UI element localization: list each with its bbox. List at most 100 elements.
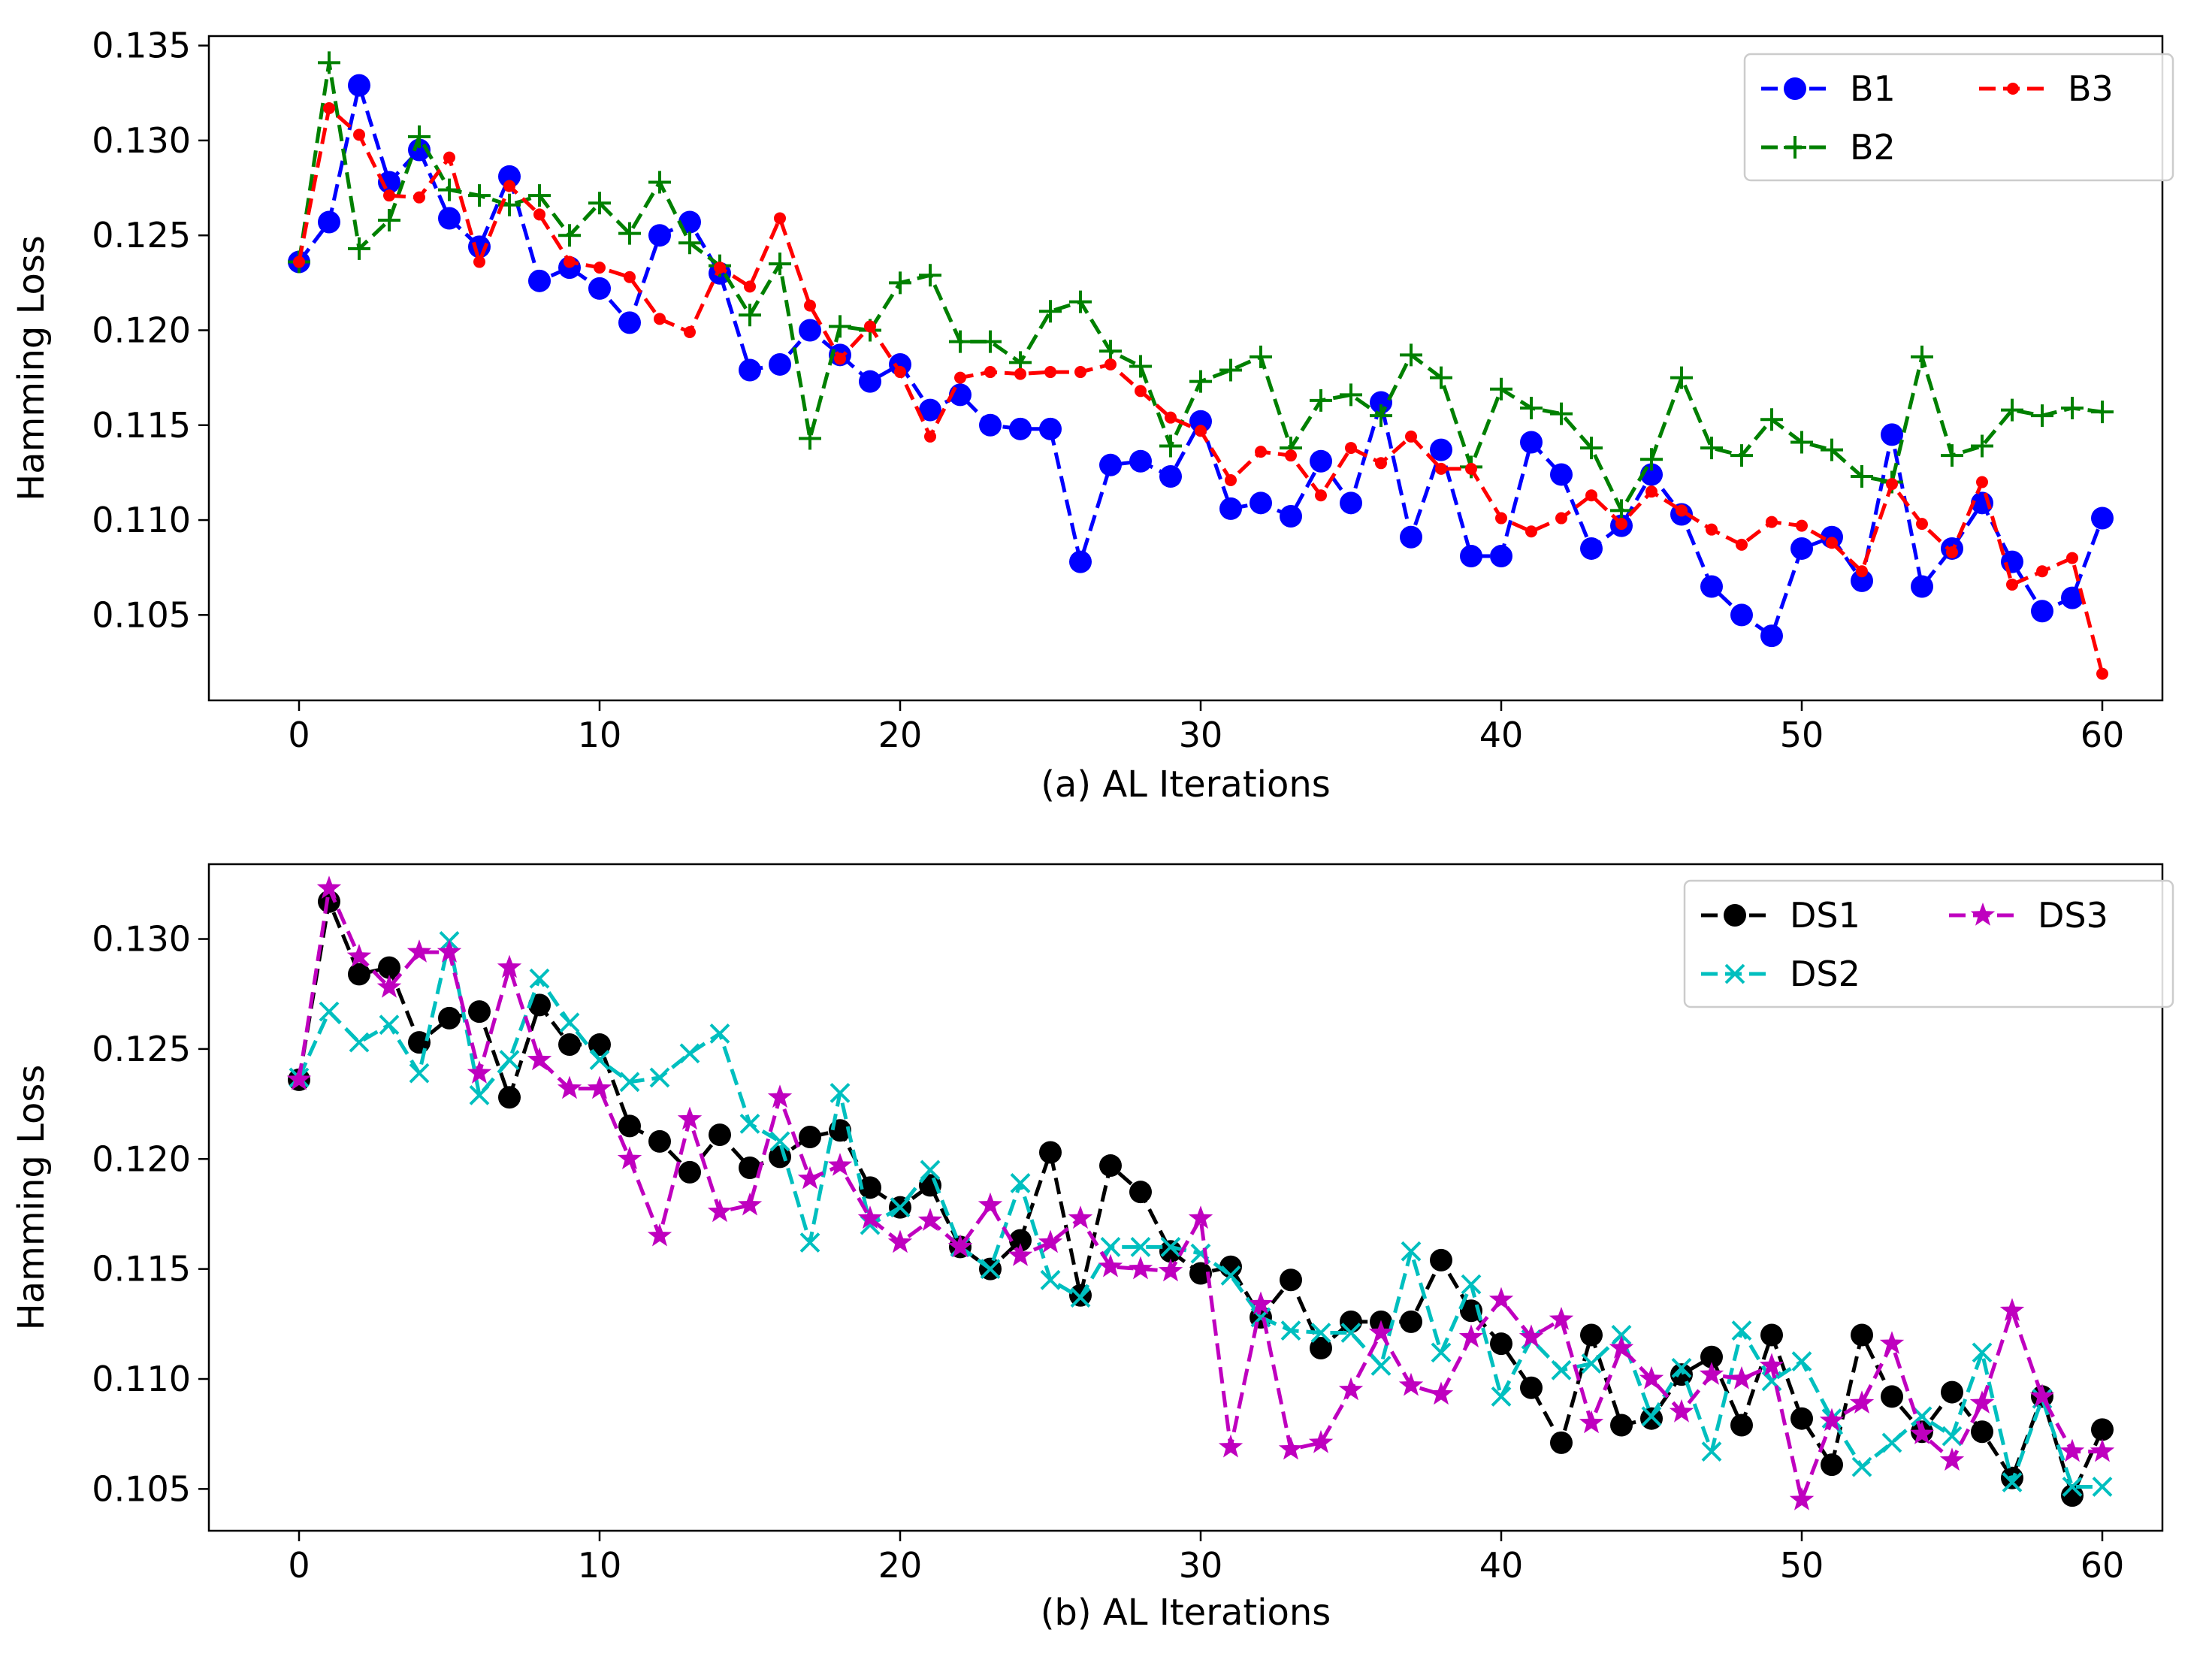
data-point — [1375, 457, 1387, 470]
data-point — [1014, 367, 1026, 380]
data-point — [1219, 497, 1242, 520]
plot-area — [286, 875, 2115, 1510]
data-point — [1010, 1173, 1031, 1193]
x-tick-label: 0 — [288, 1545, 310, 1586]
data-point — [797, 1166, 823, 1190]
x-tick-label: 10 — [578, 715, 622, 755]
data-point — [1851, 569, 1873, 592]
data-point — [1550, 402, 1573, 425]
data-point — [1999, 1298, 2025, 1321]
data-point — [1009, 417, 1032, 440]
data-point — [527, 1047, 552, 1071]
data-point — [1104, 358, 1117, 370]
data-point — [1730, 603, 1753, 627]
data-point — [744, 280, 756, 293]
data-point — [2090, 1438, 2115, 1462]
data-point — [917, 1208, 943, 1231]
data-point — [887, 1229, 913, 1253]
data-point — [1766, 516, 1778, 528]
series-b3 — [293, 101, 2108, 680]
data-point — [594, 262, 606, 274]
legend-label: B3 — [2068, 68, 2114, 109]
data-point — [2066, 552, 2078, 564]
data-point — [1044, 366, 1056, 379]
data-point — [834, 352, 846, 365]
legend-entry-ds2: DS2 — [1701, 954, 1860, 994]
data-point — [1159, 1240, 1182, 1263]
data-point — [468, 1000, 491, 1024]
data-point — [346, 944, 372, 967]
data-point — [1821, 1453, 1843, 1477]
data-point — [528, 184, 551, 207]
data-point — [859, 1176, 881, 1199]
data-point — [1826, 537, 1838, 549]
data-point — [1789, 1487, 1815, 1510]
data-point — [1549, 1307, 1574, 1330]
data-point — [979, 330, 1002, 353]
data-point — [648, 224, 671, 247]
legend-box — [1683, 879, 2174, 1008]
data-point — [618, 1114, 641, 1138]
legend-label: DS1 — [1790, 895, 1860, 936]
data-point — [1490, 377, 1512, 401]
data-point — [2059, 1438, 2085, 1462]
data-point — [1760, 624, 1783, 648]
data-point — [1310, 1337, 1332, 1360]
data-point — [1819, 1408, 1845, 1432]
data-point — [1791, 1351, 1812, 1372]
data-point — [799, 1125, 821, 1148]
data-point — [709, 1023, 730, 1044]
legend-marker — [1784, 77, 1806, 100]
data-point — [1581, 1353, 1602, 1374]
legend-label: B1 — [1850, 68, 1896, 109]
data-point — [2061, 397, 2084, 420]
data-point — [1579, 1410, 1604, 1434]
data-point — [890, 1197, 911, 1218]
data-point — [467, 1060, 492, 1084]
data-point — [1760, 408, 1783, 431]
data-point — [2031, 404, 2053, 428]
data-point — [619, 1072, 640, 1093]
data-point — [353, 129, 365, 141]
data-point — [1099, 453, 1122, 476]
x-tick-label: 60 — [2081, 1545, 2125, 1586]
data-point — [498, 165, 521, 188]
data-point — [2061, 1484, 2084, 1507]
x-tick-label: 20 — [878, 715, 923, 755]
x-tick-label: 60 — [2081, 715, 2125, 755]
data-point — [1189, 1262, 1212, 1285]
data-point — [1615, 518, 1627, 531]
data-point — [1971, 1420, 1993, 1444]
data-point — [1430, 366, 1452, 389]
data-point — [1039, 300, 1062, 323]
legend-entry-b3: B3 — [1979, 68, 2114, 109]
data-point — [1368, 1320, 1394, 1344]
legend-entry-b2: B2 — [1761, 127, 1896, 168]
data-point — [473, 256, 485, 268]
legend: DS1 DS2 DS3 — [1683, 879, 2174, 1008]
data-point — [1340, 491, 1362, 515]
data-point — [1670, 366, 1693, 389]
data-point — [1218, 1434, 1243, 1458]
y-tick-label: 0.125 — [92, 215, 191, 256]
data-point — [1165, 411, 1177, 424]
legend: B1 B2 B3 — [1743, 53, 2174, 182]
data-point — [1491, 1386, 1512, 1407]
data-point — [1495, 512, 1507, 525]
data-point — [1972, 1342, 1993, 1363]
data-point — [2029, 1383, 2055, 1408]
data-point — [1405, 430, 1417, 443]
data-point — [1135, 385, 1147, 398]
data-point — [1971, 434, 1993, 458]
data-point — [1911, 575, 1933, 598]
data-point — [1129, 355, 1152, 378]
data-point — [654, 313, 666, 325]
data-point — [383, 189, 395, 202]
data-point — [2031, 600, 2053, 623]
data-point — [1706, 523, 1718, 536]
data-point — [829, 315, 851, 338]
data-point — [617, 1146, 642, 1169]
y-tick-label: 0.105 — [92, 594, 191, 635]
data-point — [737, 1192, 763, 1216]
